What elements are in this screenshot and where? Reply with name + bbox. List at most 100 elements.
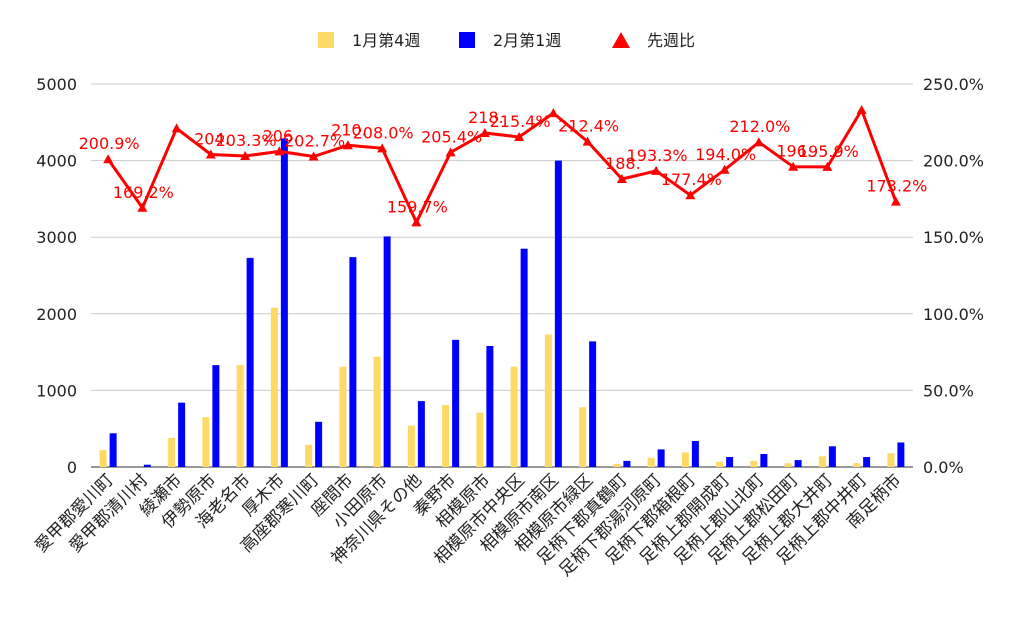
ratio-point <box>890 196 901 206</box>
bar-feb-week1 <box>554 160 562 467</box>
bar-feb-week1 <box>828 446 836 467</box>
bar-jan-week4 <box>784 463 792 467</box>
ratio-data-label: 195.9% <box>798 142 859 161</box>
legend-label: 1月第4週 <box>352 31 420 50</box>
y-left-tick-label: 5000 <box>36 75 77 94</box>
ratio-point <box>171 123 182 133</box>
legend-swatch-feb-week1 <box>459 32 475 48</box>
ratio-data-label: 196. <box>776 142 812 161</box>
y-right-tick-label: 250.0% <box>923 75 984 94</box>
bar-feb-week1 <box>863 457 871 467</box>
bar-jan-week4 <box>339 366 347 467</box>
bar-jan-week4 <box>407 425 415 467</box>
bar-feb-week1 <box>589 341 597 467</box>
bar-feb-week1 <box>383 236 391 467</box>
y-left-tick-label: 4000 <box>36 152 77 171</box>
bar-jan-week4 <box>373 356 381 467</box>
bar-feb-week1 <box>794 460 802 467</box>
ratio-data-label: 203.3% <box>216 131 277 150</box>
ratio-data-label: 200.9% <box>79 134 140 153</box>
bar-jan-week4 <box>750 460 758 467</box>
ratio-point <box>479 128 490 138</box>
bar-feb-week1 <box>520 248 528 467</box>
ratio-point <box>411 217 422 227</box>
y-right-tick-label: 200.0% <box>923 152 984 171</box>
bar-jan-week4 <box>887 453 895 467</box>
y-right-tick-label: 0.0% <box>923 458 964 477</box>
bar-jan-week4 <box>476 412 484 467</box>
ratio-point <box>103 154 114 164</box>
ratio-data-label: 212.0% <box>729 117 790 136</box>
ratio-data-label: 208.0% <box>353 123 414 142</box>
y-left-tick-label: 1000 <box>36 381 77 400</box>
bar-jan-week4 <box>99 450 107 467</box>
bar-feb-week1 <box>417 401 425 467</box>
bar-jan-week4 <box>442 404 450 467</box>
bar-feb-week1 <box>178 402 186 467</box>
legend-swatch-jan-week4 <box>318 32 334 48</box>
bar-jan-week4 <box>168 437 176 467</box>
ratio-point <box>788 161 799 171</box>
ratio-data-label: 193.3% <box>627 146 688 165</box>
bar-feb-week1 <box>143 464 151 467</box>
bar-feb-week1 <box>623 460 631 467</box>
ratio-point <box>308 151 319 161</box>
legend-label: 先週比 <box>647 31 695 50</box>
bar-jan-week4 <box>681 452 689 467</box>
bar-feb-week1 <box>109 433 117 467</box>
bar-feb-week1 <box>486 345 494 467</box>
ratio-point <box>822 161 833 171</box>
y-right-tick-label: 150.0% <box>923 228 984 247</box>
ratio-point <box>240 151 251 161</box>
ratio-point <box>548 108 559 118</box>
bar-feb-week1 <box>897 442 905 467</box>
ratio-point <box>616 173 627 183</box>
ratio-data-label: 210. <box>331 120 367 139</box>
ratio-point <box>685 190 696 200</box>
bar-feb-week1 <box>212 365 220 467</box>
bar-jan-week4 <box>510 366 518 467</box>
ratio-data-label: 202.7% <box>284 131 345 150</box>
ratio-data-label: 218. <box>468 108 504 127</box>
bar-jan-week4 <box>305 444 313 467</box>
ratio-data-label: 177.4% <box>661 170 722 189</box>
y-right-tick-label: 100.0% <box>923 305 984 324</box>
y-left-tick-label: 3000 <box>36 228 77 247</box>
ratio-data-label: 215.4% <box>490 112 551 131</box>
bar-jan-week4 <box>818 456 826 467</box>
bar-jan-week4 <box>579 407 587 467</box>
ratio-point <box>719 164 730 174</box>
ratio-point <box>651 165 662 175</box>
legend-triangle-icon <box>612 32 630 48</box>
ratio-point <box>856 105 867 115</box>
bar-feb-week1 <box>315 421 323 467</box>
y-right-tick-label: 50.0% <box>923 381 974 400</box>
bar-jan-week4 <box>853 463 861 467</box>
ratio-point <box>377 143 388 153</box>
ratio-data-label: 159.7% <box>387 197 448 216</box>
bar-jan-week4 <box>236 365 244 467</box>
bar-jan-week4 <box>270 307 278 467</box>
ratio-data-label: 173.2% <box>866 177 927 196</box>
bar-feb-week1 <box>349 257 357 467</box>
bar-feb-week1 <box>726 457 734 467</box>
ratio-point <box>514 132 525 142</box>
bar-jan-week4 <box>716 461 724 467</box>
bar-feb-week1 <box>246 257 254 467</box>
ratio-data-label: 212.4% <box>558 117 619 136</box>
bar-feb-week1 <box>452 339 460 467</box>
bar-feb-week1 <box>657 449 665 467</box>
ratio-data-label: 204. <box>194 129 230 148</box>
bar-feb-week1 <box>760 453 768 467</box>
bar-jan-week4 <box>202 417 210 467</box>
ratio-point <box>342 140 353 150</box>
bar-jan-week4 <box>613 463 621 467</box>
legend-label: 2月第1週 <box>493 31 561 50</box>
ratio-data-label: 206. <box>263 126 299 145</box>
y-left-tick-label: 0 <box>67 458 77 477</box>
bar-feb-week1 <box>280 138 288 468</box>
ratio-point <box>582 136 593 146</box>
ratio-line <box>106 108 898 224</box>
ratio-data-label: 194.0% <box>695 145 756 164</box>
